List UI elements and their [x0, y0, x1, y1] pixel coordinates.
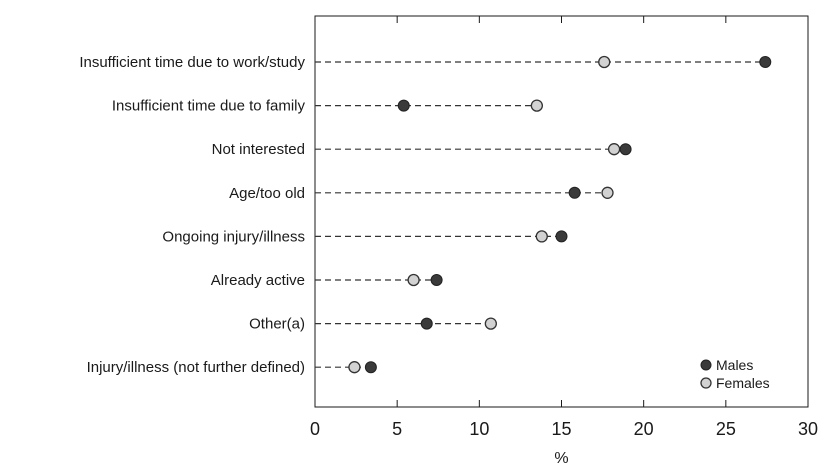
- x-tick-label-0: 0: [310, 419, 320, 439]
- x-tick-label-2: 10: [469, 419, 489, 439]
- category-label-6: Other(a): [249, 316, 305, 333]
- females-point-7: [348, 361, 361, 374]
- category-label-5: Already active: [211, 272, 305, 289]
- females-points: [348, 55, 621, 374]
- males-point-3: [568, 186, 581, 199]
- males-point-7: [364, 361, 377, 374]
- category-label-7: Injury/illness (not further defined): [87, 359, 305, 376]
- plot-area: 0 5 10 15 20 25 30 Insufficient time due to wo…: [79, 15, 818, 439]
- males-point-2: [619, 143, 632, 156]
- x-tick-label-1: 5: [392, 419, 402, 439]
- legend-females-marker: [700, 377, 712, 389]
- category-label-4: Ongoing injury/illness: [162, 228, 305, 245]
- legend-males-marker: [700, 359, 712, 371]
- connector-lines: [315, 61, 766, 368]
- top-tick-marks: [314, 16, 809, 23]
- males-point-5: [430, 274, 443, 286]
- legend-females-label: Females: [716, 375, 770, 391]
- x-tick-label-5: 25: [716, 419, 736, 439]
- males-point-4: [555, 230, 568, 243]
- category-labels: Insufficient time due to work/study Insuf…: [79, 54, 305, 376]
- x-tick-label-6: 30: [798, 419, 818, 439]
- category-label-0: Insufficient time due to work/study: [79, 54, 305, 71]
- males-point-6: [420, 317, 433, 330]
- males-point-0: [759, 56, 772, 68]
- x-tick-label-4: 20: [634, 419, 654, 439]
- category-label-1: Insufficient time due to family: [112, 98, 306, 115]
- females-point-1: [530, 99, 543, 112]
- females-point-0: [598, 55, 611, 69]
- legend: Males Females: [700, 357, 770, 391]
- plot-frame: [314, 15, 809, 408]
- males-point-1: [397, 99, 410, 112]
- x-tick-label-3: 15: [551, 419, 571, 439]
- females-point-2: [607, 143, 621, 156]
- females-point-5: [407, 273, 420, 287]
- category-label-3: Age/too old: [229, 185, 305, 202]
- legend-males-label: Males: [716, 357, 753, 373]
- females-point-6: [484, 317, 497, 330]
- females-point-3: [601, 186, 614, 199]
- females-point-4: [535, 230, 548, 243]
- x-axis-title: %: [554, 450, 568, 467]
- bottom-tick-marks: [314, 400, 809, 407]
- category-label-2: Not interested: [212, 141, 305, 158]
- males-points: [364, 56, 772, 374]
- x-tick-labels: 0 5 10 15 20 25 30: [310, 419, 818, 439]
